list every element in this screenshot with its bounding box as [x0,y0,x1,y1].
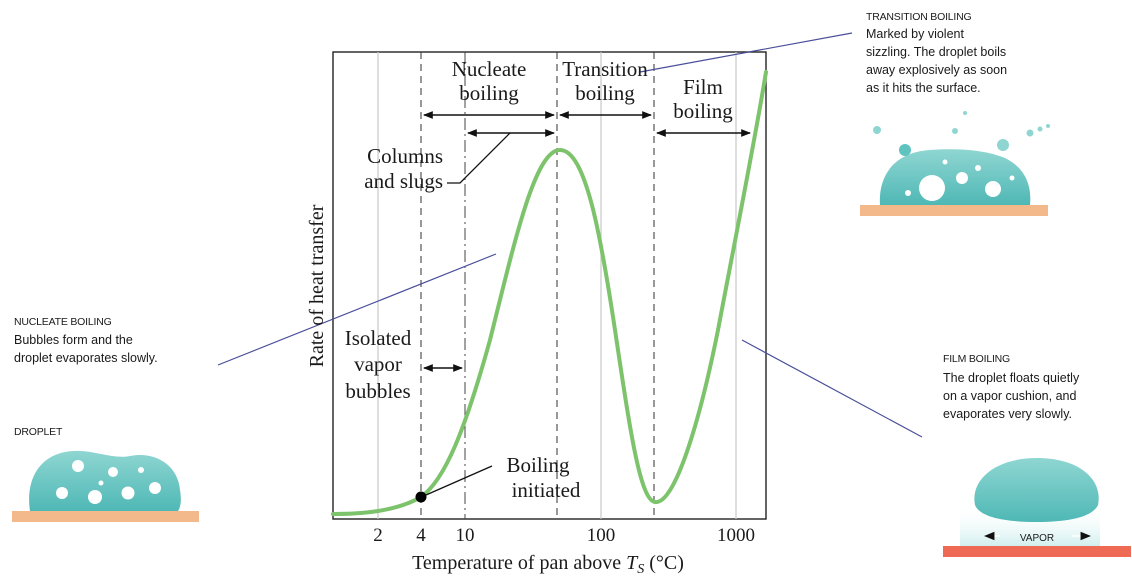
x-tick-1000: 1000 [717,525,755,546]
transition-callout-title: TRANSITION BOILING [866,11,972,23]
transition-droplet [879,149,1031,205]
isolated-label-2: vapor [354,352,402,376]
vapor-label: VAPOR [1020,533,1054,544]
y-axis-label: Rate of heat transfer [306,204,328,367]
film-callout-line-2: on a vapor cushion, and [943,389,1076,403]
transition-droplet-illustration [860,111,1050,216]
transition-callout: TRANSITION BOILING Marked by violent siz… [866,11,1007,95]
film-callout: FILM BOILING The droplet floats quietly … [943,353,1080,421]
nucleate-callout-line-1: Bubbles form and the [14,333,133,347]
transition-callout-line-4: as it hits the surface. [866,81,981,95]
film-callout-line-1: The droplet floats quietly [943,371,1080,385]
nucleate-label-1: Nucleate [452,57,527,81]
columns-label-2: and slugs [364,169,443,193]
droplet-label: DROPLET [14,426,63,438]
callout-lines [217,32,923,438]
nucleate-label-2: boiling [459,81,519,105]
boiling-initiated-label-1: Boiling [506,453,570,477]
nucleate-callout: NUCLEATE BOILING Bubbles form and the dr… [14,316,158,365]
isolated-label-3: bubbles [345,379,410,403]
x-tick-100: 100 [587,525,616,546]
film-callout-title: FILM BOILING [943,353,1010,365]
boiling-initiated-label-2: initiated [512,478,581,502]
film-label-2: boiling [673,99,733,123]
transition-label-2: boiling [575,81,635,105]
boiling-initiated-point [415,491,427,503]
hot-surface [943,546,1131,557]
nucleate-droplet-illustration [12,450,199,522]
film-droplet-illustration: VAPOR [943,458,1131,557]
transition-callout-line-1: Marked by violent [866,27,964,41]
x-tick-10: 10 [456,525,475,546]
columns-leader [447,132,511,184]
boiling-initiated-leader [425,465,493,496]
transition-callout-line-3: away explosively as soon [866,63,1007,77]
columns-label-1: Columns [367,144,443,168]
boiling-curve [331,70,768,516]
film-droplet [974,458,1099,522]
nucleate-callout-title: NUCLEATE BOILING [14,316,112,328]
region-boundaries [420,52,655,519]
transition-callout-line-2: sizzling. The droplet boils [866,45,1006,59]
film-label-1: Film [683,75,723,99]
nucleate-surface [12,511,199,522]
region-arrows [423,111,751,372]
transition-label-1: Transition [562,57,648,81]
transition-surface [860,205,1048,216]
isolated-label-1: Isolated [345,326,412,350]
x-tick-4: 4 [416,525,426,546]
film-callout-line-3: evaporates very slowly. [943,407,1072,421]
x-axis-label: Temperature of pan above TS (°C) [412,552,684,577]
nucleate-droplet [29,450,181,511]
nucleate-callout-line-2: droplet evaporates slowly. [14,351,158,365]
plot-frame [332,51,767,520]
x-tick-2: 2 [373,525,383,546]
